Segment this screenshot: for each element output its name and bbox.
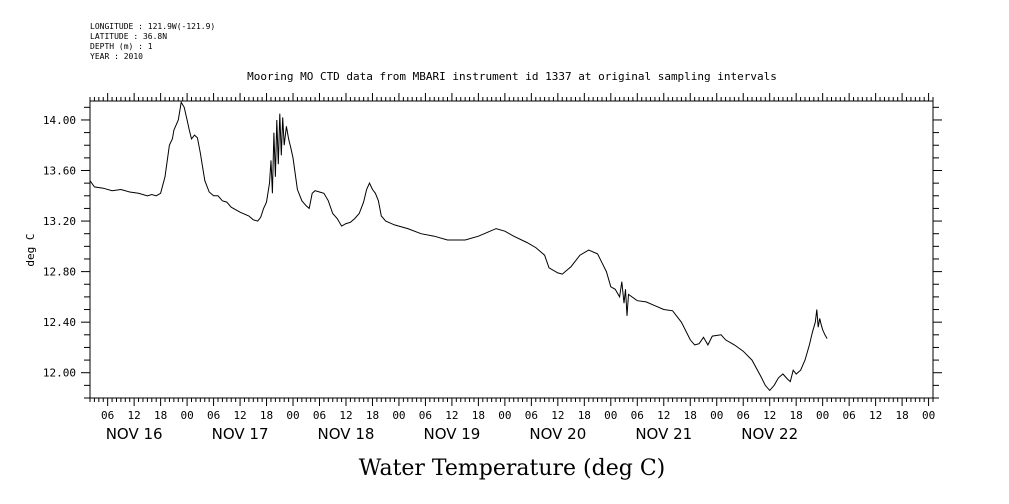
x-day-label: NOV 17 [212,425,269,443]
x-tick-label: 18 [684,409,697,422]
y-tick-label: 13.60 [43,165,76,178]
header-longitude: LONGITUDE : 121.9W(-121.9) [90,22,216,31]
x-hour-tick-labels: 06 12 18 00 06 12 18 00 06 12 18 00 06 12 18 00 06 12 18 00… [101,409,935,422]
x-tick-label: 00 [392,409,405,422]
y-tick-labels: 12.00 12.40 12.80 13.20 13.60 14.00 [43,114,76,380]
x-tick-label: 18 [366,409,379,422]
y-tick-label: 12.40 [43,316,76,329]
x-day-label: NOV 18 [318,425,375,443]
y-tick-label: 13.20 [43,215,76,228]
x-tick-label: 12 [763,409,776,422]
series-line-water-temperature [89,100,828,392]
x-tick-label: 00 [922,409,935,422]
x-tick-label: 06 [313,409,326,422]
x-day-label: NOV 20 [529,425,586,443]
x-day-label: NOV 21 [635,425,692,443]
x-tick-label: 12 [657,409,670,422]
x-day-label: NOV 19 [423,425,480,443]
chart-title: Mooring MO CTD data from MBARI instrumen… [247,70,777,83]
x-tick-label: 12 [233,409,246,422]
x-day-label: NOV 16 [106,425,163,443]
x-tick-label: 06 [843,409,856,422]
x-tick-label: 00 [180,409,193,422]
location-header: LONGITUDE : 121.9W(-121.9) LATITUDE : 36… [90,22,215,62]
x-tick-label: 12 [445,409,458,422]
x-tick-label: 18 [578,409,591,422]
x-tick-label: 06 [631,409,644,422]
x-tick-label: 06 [737,409,750,422]
x-day-labels: NOV 16 NOV 17 NOV 18 NOV 19 NOV 20 NOV 21 NOV … [106,425,798,443]
header-depth: DEPTH (m) : 1 [90,42,153,51]
y-tick-label: 12.00 [43,367,76,380]
x-tick-label: 18 [260,409,273,422]
x-tick-label: 06 [101,409,114,422]
x-tick-label: 00 [604,409,617,422]
x-tick-label: 18 [472,409,485,422]
x-axis-title: Water Temperature (deg C) [359,456,666,481]
x-day-label: NOV 22 [741,425,798,443]
x-tick-label: 00 [286,409,299,422]
y-tick-label: 14.00 [43,114,76,127]
y-axis-label: deg C [24,233,37,266]
x-tick-label: 00 [498,409,511,422]
header-year: YEAR : 2010 [90,52,143,61]
x-tick-label: 12 [339,409,352,422]
x-tick-label: 06 [525,409,538,422]
x-tick-label: 12 [869,409,882,422]
x-tick-label: 06 [419,409,432,422]
x-tick-label: 12 [128,409,141,422]
header-latitude: LATITUDE : 36.8N [90,32,168,41]
x-tick-label: 18 [895,409,908,422]
x-tick-label: 00 [710,409,723,422]
axis-ticks [81,93,942,406]
x-tick-label: 00 [816,409,829,422]
x-tick-label: 06 [207,409,220,422]
y-tick-label: 12.80 [43,266,76,279]
x-tick-label: 18 [154,409,167,422]
x-tick-label: 18 [790,409,803,422]
plot-frame [89,100,934,399]
x-tick-label: 12 [551,409,564,422]
